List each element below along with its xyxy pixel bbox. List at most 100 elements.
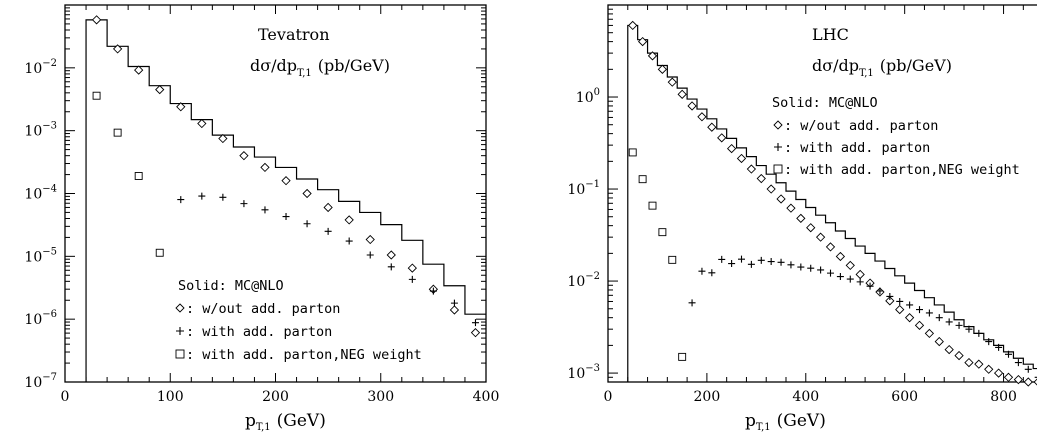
diamond-point xyxy=(176,102,186,112)
diamond-point xyxy=(806,223,816,233)
diamond-point xyxy=(1003,372,1014,382)
plus-point xyxy=(975,329,983,337)
tevatron-chart: 0 100 200 300 400 10−7 10−6 10−5 10−4 10−3 10−2 Te… xyxy=(24,4,500,433)
plus-point xyxy=(856,278,864,286)
y-tick-label: 10−3 xyxy=(24,121,57,140)
y-tick-label: 100 xyxy=(576,87,600,106)
diamond-point xyxy=(815,232,826,242)
square-marker-icon xyxy=(175,349,185,359)
diamond-point xyxy=(835,251,846,262)
diamond-point xyxy=(218,133,228,144)
x-axis-label: pT,1 (GeV) xyxy=(245,411,326,433)
square-point xyxy=(92,91,101,100)
y-tick-label: 10−1 xyxy=(567,179,600,198)
plus-point xyxy=(698,267,706,275)
plus-point xyxy=(240,200,248,208)
square-point xyxy=(638,175,647,184)
legend-label: : with add. parton,NEG weight xyxy=(784,162,1020,178)
plus-point xyxy=(955,321,963,329)
diamond-point xyxy=(786,203,796,213)
x-tick-label: 400 xyxy=(473,389,500,405)
square-point xyxy=(678,352,687,361)
diamond-point xyxy=(155,84,165,95)
plus-point xyxy=(1024,365,1032,373)
diamond-point xyxy=(697,112,707,122)
diamond-point xyxy=(1033,378,1037,386)
diamond-point xyxy=(914,320,925,331)
diamond-point xyxy=(924,328,935,339)
plus-point xyxy=(747,260,755,268)
plus-point xyxy=(303,220,311,228)
plus-point xyxy=(450,299,458,307)
diamond-point xyxy=(796,213,806,224)
diamond-point xyxy=(825,242,836,252)
plus-marker-icon xyxy=(774,143,782,151)
plus-point xyxy=(886,292,894,300)
plus-point xyxy=(836,273,844,281)
plus-point xyxy=(945,318,953,326)
y-tick-label: 10−4 xyxy=(24,184,57,203)
legend-label: : with add. parton xyxy=(784,140,930,156)
x-tick-label: 300 xyxy=(367,389,394,405)
x-tick-label: 400 xyxy=(792,389,819,405)
plus-point xyxy=(282,213,290,221)
plus-point xyxy=(408,275,416,283)
diamond-point xyxy=(323,202,333,213)
square-point xyxy=(658,228,667,237)
diamond-marker-icon xyxy=(773,120,783,130)
plus-point xyxy=(916,306,923,314)
diamond-point xyxy=(756,173,766,184)
legend-title: Solid: MC@NLO xyxy=(772,95,878,111)
plus-point xyxy=(807,264,815,272)
chart-title: LHC xyxy=(812,25,849,44)
chart-title: Tevatron xyxy=(258,25,330,44)
diamond-point xyxy=(365,234,375,245)
diamond-point xyxy=(239,151,249,161)
chart-subtitle: dσ/dpT,1 (pb/GeV) xyxy=(812,56,952,79)
plus-point xyxy=(797,263,805,271)
diamond-point xyxy=(407,263,417,273)
diamond-marker-icon xyxy=(175,303,185,313)
plus-point xyxy=(866,282,874,290)
y-tick-label: 10−6 xyxy=(24,309,57,328)
plus-point xyxy=(777,258,785,266)
y-tick-label: 10−7 xyxy=(24,372,57,391)
diamond-point xyxy=(845,260,855,271)
diamond-point xyxy=(628,20,638,31)
lhc-chart: 0 200 400 600 800 10−3 10−2 10−1 100 LHC dσ/dpT,… xyxy=(567,4,1037,433)
diamond-point xyxy=(281,176,291,186)
plus-point xyxy=(965,325,973,333)
diamond-point xyxy=(470,328,481,338)
legend-label: : with add. parton xyxy=(186,324,332,340)
plus-point xyxy=(985,338,993,346)
square-point xyxy=(628,148,637,157)
diamond-point xyxy=(736,153,747,164)
diamond-point xyxy=(687,101,697,111)
plus-point xyxy=(261,206,269,214)
square-point xyxy=(648,201,657,210)
legend-label: : with add. parton,NEG weight xyxy=(186,347,422,363)
plus-point xyxy=(1014,359,1022,367)
plus-point xyxy=(1005,350,1012,358)
diamond-point xyxy=(944,344,954,355)
x-tick-label: 0 xyxy=(61,389,70,405)
plus-point xyxy=(387,263,395,271)
legend-label: : w/out add. parton xyxy=(784,118,938,134)
plus-point xyxy=(846,275,854,283)
diamond-point xyxy=(855,269,865,280)
legend: Solid: MC@NLO : w/out add. parton : with … xyxy=(772,95,1020,178)
x-tick-label: 200 xyxy=(262,389,289,405)
diamond-point xyxy=(954,350,964,361)
diamond-point xyxy=(637,36,648,47)
plus-point xyxy=(896,297,904,305)
diamond-point xyxy=(746,164,757,174)
diamond-point xyxy=(934,336,944,347)
diamond-point xyxy=(974,359,984,369)
plus-point xyxy=(1034,376,1037,378)
legend: Solid: MC@NLO : w/out add. parton: with … xyxy=(175,278,422,363)
plus-point xyxy=(995,343,1003,351)
plus-point xyxy=(177,196,185,204)
diamond-point xyxy=(197,118,207,129)
diamond-point xyxy=(1023,377,1033,387)
